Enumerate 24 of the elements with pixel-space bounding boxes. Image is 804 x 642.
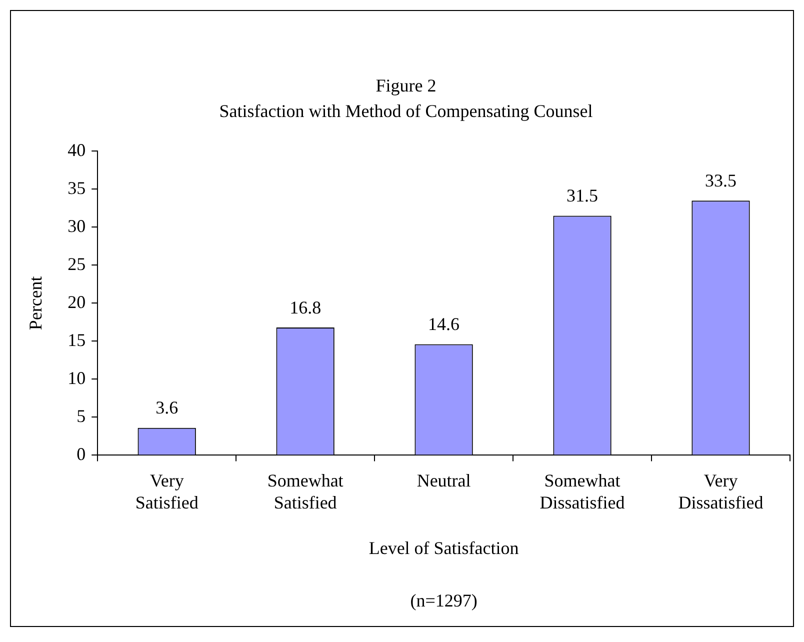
y-tick-label: 30: [68, 216, 86, 236]
data-label: 3.6: [156, 398, 178, 418]
y-axis-title: Percent: [26, 276, 46, 330]
y-tick-label: 20: [68, 292, 86, 312]
x-tick-label: Very Satisfied: [135, 470, 198, 512]
x-tick-label: Very Dissatisfied: [678, 470, 764, 512]
x-tick-label: Somewhat Dissatisfied: [540, 470, 625, 512]
chart-subtitle: Satisfaction with Method of Compensating Counsel: [219, 101, 593, 122]
y-tick-label: 35: [68, 178, 86, 198]
y-tick-label: 25: [68, 254, 86, 274]
x-axis-title: Level of Satisfaction: [368, 538, 519, 558]
data-label: 14.6: [428, 314, 460, 334]
y-tick-label: 40: [68, 140, 86, 160]
text: (n=1297): [410, 590, 478, 611]
chart-title: Figure 2: [376, 76, 436, 96]
data-label: 33.5: [705, 170, 737, 190]
data-label: 31.5: [566, 186, 598, 206]
data-label: 16.8: [290, 297, 322, 318]
y-tick-label: 10: [68, 368, 86, 388]
y-tick-label: 0: [76, 444, 86, 464]
x-tick-label: Somewhat Satisfied: [267, 470, 344, 512]
y-tick-label: 5: [76, 406, 86, 426]
x-tick-label: Neutral: [416, 470, 471, 491]
y-tick-label: 15: [68, 330, 86, 350]
